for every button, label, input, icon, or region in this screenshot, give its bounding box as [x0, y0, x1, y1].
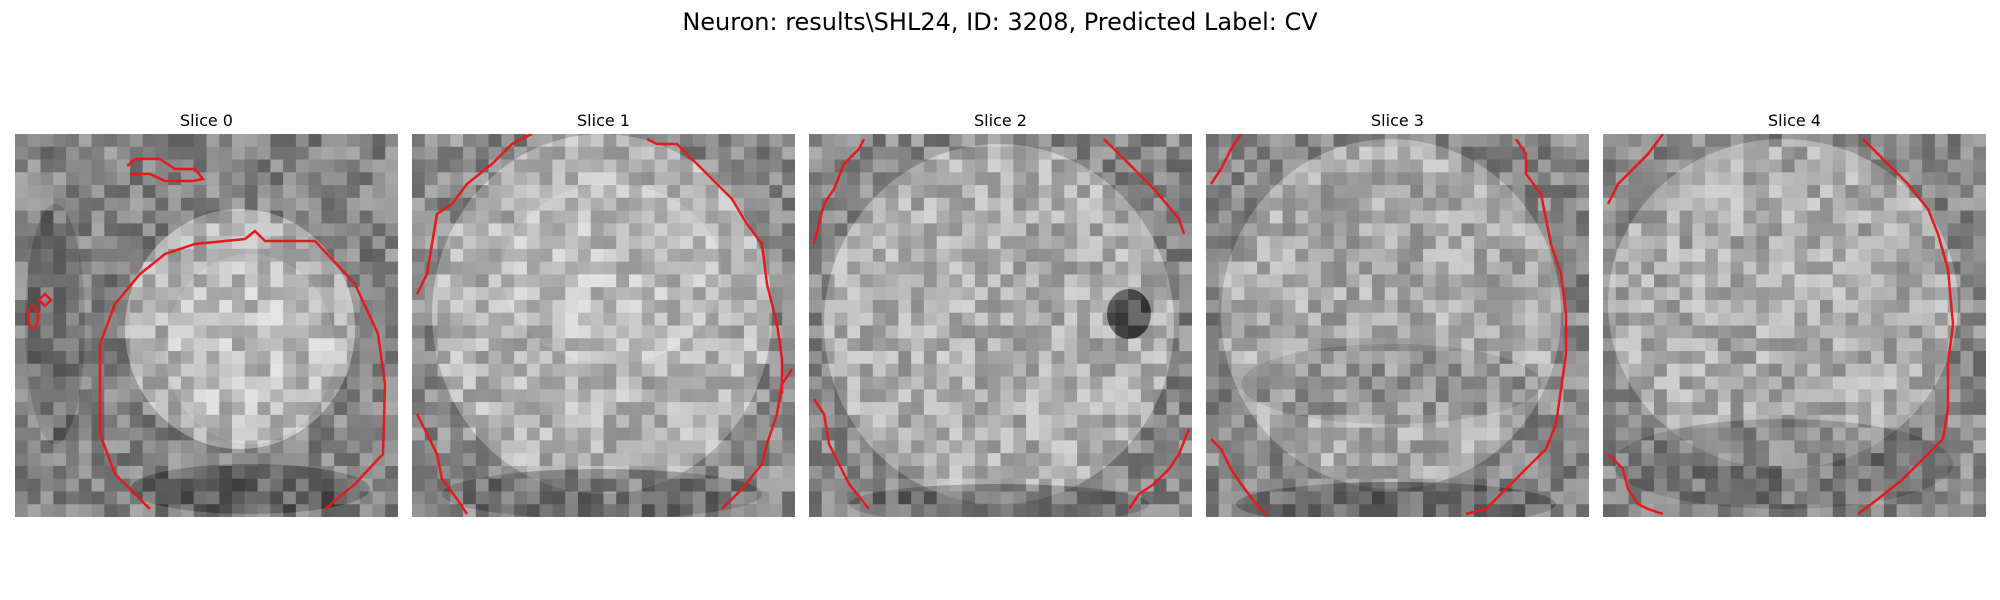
slice-title: Slice 4 — [1768, 111, 1821, 130]
slice-title: Slice 1 — [577, 111, 630, 130]
slice-image-3 — [1206, 134, 1589, 517]
slice-panel-1: Slice 1 — [412, 110, 795, 517]
figure-title: Neuron: results\SHL24, ID: 3208, Predict… — [682, 8, 1318, 36]
slice-title: Slice 0 — [180, 111, 233, 130]
slice-panel-2: Slice 2 — [809, 110, 1192, 517]
slice-title: Slice 2 — [974, 111, 1027, 130]
slice-panel-4: Slice 4 — [1603, 110, 1986, 517]
slice-panel-3: Slice 3 — [1206, 110, 1589, 517]
slice-image-2 — [809, 134, 1192, 517]
slice-image-1 — [412, 134, 795, 517]
slice-panel-0: Slice 0 — [15, 110, 398, 517]
slice-image-4 — [1603, 134, 1986, 517]
slice-title: Slice 3 — [1371, 111, 1424, 130]
slice-image-0 — [15, 134, 398, 517]
